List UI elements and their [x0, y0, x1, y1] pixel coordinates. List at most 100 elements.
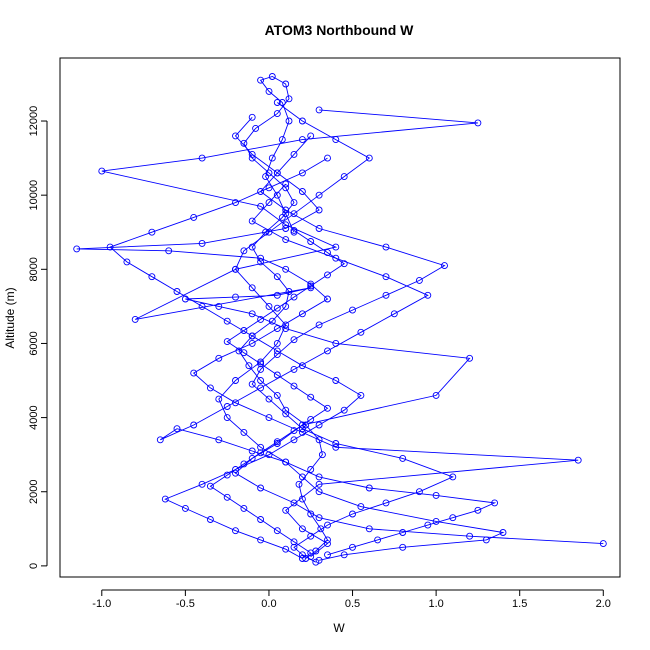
y-tick-label: 8000 [28, 257, 40, 281]
data-point [332, 443, 340, 451]
plot-frame [59, 57, 621, 578]
data-point [223, 471, 231, 479]
data-point [315, 556, 323, 564]
x-tick-label: 1.0 [428, 598, 443, 610]
data-point [399, 454, 407, 462]
y-tick-label: 4000 [28, 405, 40, 429]
data-point [282, 210, 290, 218]
data-point [282, 545, 290, 553]
data-point [265, 199, 273, 207]
data-point [273, 291, 281, 299]
data-point [232, 377, 239, 384]
data-point [240, 139, 248, 147]
data-point [232, 469, 239, 477]
data-point [285, 117, 293, 125]
data-point [215, 395, 223, 403]
data-point [273, 347, 281, 355]
x-axis-label: W [333, 621, 345, 635]
data-point [282, 410, 290, 418]
data-point [248, 447, 256, 455]
data-point [257, 254, 265, 262]
data-point [240, 247, 248, 255]
data-point [499, 529, 507, 536]
y-tick-label: 2000 [28, 479, 40, 503]
data-point [232, 527, 239, 535]
data-point [298, 188, 306, 195]
data-point [432, 491, 440, 499]
data-point [349, 306, 356, 314]
data-point [282, 265, 290, 273]
data-point [324, 521, 331, 529]
data-point [298, 117, 306, 125]
data-point [324, 536, 331, 544]
x-tick-label: 2.0 [596, 598, 611, 610]
data-point [257, 360, 265, 368]
x-axis: -1.0 -0.5 0.0 0.5 1.0 1.5 2.0 [92, 589, 611, 610]
data-point [415, 488, 423, 496]
data-point [257, 258, 265, 266]
data-point [282, 458, 290, 466]
data-point [365, 484, 373, 492]
data-point [324, 154, 331, 162]
data-point [340, 260, 348, 268]
data-point [315, 514, 323, 522]
data-point [298, 169, 306, 177]
data-point [315, 225, 323, 232]
data-point [240, 428, 248, 436]
data-point [273, 339, 281, 347]
data-point [257, 76, 265, 84]
data-point [248, 310, 256, 318]
y-tick-label: 6000 [28, 331, 40, 355]
data-point [298, 362, 306, 370]
data-point [257, 536, 265, 544]
data-point [215, 354, 223, 362]
data-point [282, 506, 290, 514]
data-point [382, 499, 390, 507]
data-point [198, 302, 206, 310]
data-point [223, 317, 231, 325]
data-point [232, 466, 239, 473]
data-point [273, 438, 281, 446]
data-point [285, 95, 293, 103]
data-point [357, 328, 365, 336]
y-tick-label: 0 [28, 563, 40, 569]
data-point [298, 525, 306, 533]
data-point [248, 154, 256, 162]
data-point [240, 327, 248, 334]
series-line-5 [251, 135, 454, 563]
data-point [148, 273, 156, 281]
data-point [424, 521, 432, 529]
data-point [399, 543, 407, 551]
y-tick-label: 10000 [28, 180, 40, 211]
data-point [190, 369, 198, 377]
series-line-6 [109, 157, 362, 559]
data-point [257, 202, 265, 210]
data-point [307, 549, 315, 557]
data-point [257, 443, 265, 451]
data-point [223, 493, 231, 501]
data-point [290, 199, 298, 207]
data-point [298, 551, 306, 559]
data-point [340, 551, 348, 559]
data-point [252, 124, 260, 132]
data-point [257, 315, 265, 323]
data-point [248, 217, 256, 225]
data-point [415, 276, 423, 284]
data-point [290, 499, 298, 507]
data-point [165, 247, 173, 255]
data-point [190, 213, 198, 221]
data-point [449, 473, 457, 481]
data-point [324, 271, 331, 279]
data-point [273, 191, 281, 199]
data-point [340, 173, 348, 181]
data-point [307, 532, 315, 540]
data-point [315, 473, 323, 481]
data-point [324, 540, 331, 548]
data-point [307, 415, 315, 423]
data-point [574, 456, 582, 464]
data-point [424, 291, 432, 299]
data-point [282, 221, 290, 229]
data-point [315, 436, 323, 444]
data-point [232, 399, 239, 407]
